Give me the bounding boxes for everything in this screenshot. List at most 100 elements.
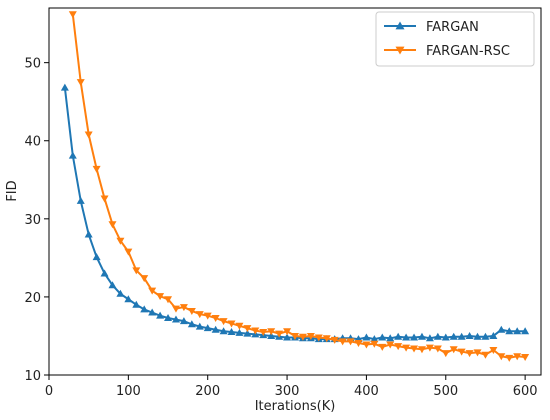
y-tick-label: 20 bbox=[24, 291, 41, 306]
data-point-fargan bbox=[521, 327, 530, 335]
data-point-fargan bbox=[84, 230, 93, 238]
y-axis: 10 20 30 40 50 bbox=[24, 57, 49, 384]
data-point-fargan bbox=[243, 329, 252, 337]
data-point-fargan bbox=[108, 281, 117, 289]
data-point-fargan bbox=[92, 253, 101, 261]
data-point-fargan-rsc bbox=[433, 345, 442, 353]
y-tick-label: 10 bbox=[24, 369, 41, 384]
series-line-fargan-rsc bbox=[71, 14, 526, 359]
data-point-fargan-rsc bbox=[386, 341, 395, 349]
data-point-fargan-rsc bbox=[84, 131, 93, 139]
data-point-fargan-rsc bbox=[354, 339, 363, 347]
x-tick-label: 100 bbox=[116, 384, 141, 399]
data-point-fargan-rsc bbox=[195, 311, 204, 319]
data-point-fargan bbox=[362, 333, 371, 341]
data-point-fargan-rsc bbox=[267, 328, 276, 336]
data-point-fargan bbox=[481, 332, 490, 340]
data-point-fargan bbox=[179, 317, 188, 325]
data-point-fargan-rsc bbox=[219, 318, 228, 326]
data-point-fargan-rsc bbox=[171, 305, 180, 313]
data-point-fargan bbox=[425, 334, 434, 342]
data-point-fargan bbox=[417, 332, 426, 340]
data-point-fargan bbox=[156, 311, 165, 319]
data-point-fargan-rsc bbox=[362, 341, 371, 349]
data-point-fargan-rsc bbox=[378, 343, 387, 351]
data-point-fargan bbox=[402, 333, 411, 341]
series-layer bbox=[60, 11, 530, 362]
data-point-fargan bbox=[203, 324, 212, 332]
data-point-fargan bbox=[195, 322, 204, 330]
data-point-fargan-rsc bbox=[505, 354, 514, 362]
data-point-fargan-rsc bbox=[187, 307, 196, 315]
series-fargan bbox=[60, 83, 530, 343]
data-point-fargan-rsc bbox=[164, 296, 173, 304]
x-tick-label: 0 bbox=[45, 384, 53, 399]
data-point-fargan bbox=[148, 308, 157, 316]
data-point-fargan-rsc bbox=[481, 351, 490, 359]
data-point-fargan-rsc bbox=[132, 267, 141, 275]
data-point-fargan-rsc bbox=[417, 346, 426, 354]
data-point-fargan-rsc bbox=[322, 335, 331, 343]
data-point-fargan bbox=[124, 295, 133, 303]
data-point-fargan-rsc bbox=[473, 349, 482, 357]
y-tick-label: 50 bbox=[24, 57, 41, 72]
data-point-fargan-rsc bbox=[489, 347, 498, 355]
data-point-fargan bbox=[235, 328, 244, 336]
data-point-fargan bbox=[227, 328, 236, 336]
data-point-fargan-rsc bbox=[402, 344, 411, 352]
data-point-fargan bbox=[457, 332, 466, 340]
data-point-fargan-rsc bbox=[227, 320, 236, 328]
data-point-fargan-rsc bbox=[251, 327, 260, 335]
data-point-fargan-rsc bbox=[156, 293, 165, 301]
data-point-fargan-rsc bbox=[449, 346, 458, 354]
data-point-fargan-rsc bbox=[370, 340, 379, 348]
data-point-fargan-rsc bbox=[306, 332, 315, 340]
data-point-fargan bbox=[473, 332, 482, 340]
data-point-fargan-rsc bbox=[243, 325, 252, 333]
y-axis-title: FID bbox=[5, 180, 20, 201]
data-point-fargan bbox=[211, 325, 220, 333]
data-point-fargan-rsc bbox=[140, 275, 149, 283]
x-tick-label: 600 bbox=[513, 384, 538, 399]
data-point-fargan-rsc bbox=[100, 195, 109, 203]
data-point-fargan bbox=[378, 333, 387, 341]
y-tick-label: 30 bbox=[24, 213, 41, 228]
x-tick-label: 500 bbox=[433, 384, 458, 399]
data-point-fargan-rsc bbox=[298, 333, 307, 341]
data-point-fargan bbox=[386, 334, 395, 342]
data-point-fargan bbox=[505, 327, 514, 335]
data-point-fargan bbox=[410, 333, 419, 341]
data-point-fargan bbox=[76, 196, 85, 204]
data-point-fargan bbox=[449, 332, 458, 340]
data-point-fargan bbox=[164, 313, 173, 321]
legend-label-fargan-rsc: FARGAN-RSC bbox=[426, 44, 510, 59]
data-point-fargan bbox=[370, 335, 379, 343]
data-point-fargan-rsc bbox=[259, 329, 268, 337]
data-point-fargan bbox=[441, 333, 450, 341]
data-point-fargan-rsc bbox=[497, 353, 506, 361]
series-line-fargan bbox=[63, 87, 526, 341]
data-point-fargan-rsc bbox=[108, 221, 117, 229]
series-fargan-rsc bbox=[68, 11, 530, 362]
data-point-fargan-rsc bbox=[394, 343, 403, 351]
data-point-fargan-rsc bbox=[521, 354, 530, 362]
data-point-fargan-rsc bbox=[441, 350, 450, 358]
data-point-fargan-rsc bbox=[211, 314, 220, 322]
x-tick-label: 300 bbox=[275, 384, 300, 399]
y-tick-label: 40 bbox=[24, 135, 41, 150]
data-point-fargan-rsc bbox=[410, 345, 419, 353]
data-point-fargan-rsc bbox=[275, 330, 284, 338]
x-tick-label: 400 bbox=[354, 384, 379, 399]
data-point-fargan-rsc bbox=[283, 328, 292, 336]
data-point-fargan-rsc bbox=[314, 334, 323, 342]
legend-marker-fargan bbox=[395, 21, 405, 30]
data-point-fargan bbox=[497, 325, 506, 333]
data-point-fargan-rsc bbox=[203, 312, 212, 320]
plot-frame bbox=[48, 7, 542, 376]
data-point-fargan bbox=[513, 327, 522, 335]
data-point-fargan-rsc bbox=[68, 11, 77, 19]
data-point-fargan-rsc bbox=[92, 165, 101, 173]
legend-marker-fargan-rsc bbox=[395, 46, 405, 55]
data-point-fargan bbox=[394, 332, 403, 340]
